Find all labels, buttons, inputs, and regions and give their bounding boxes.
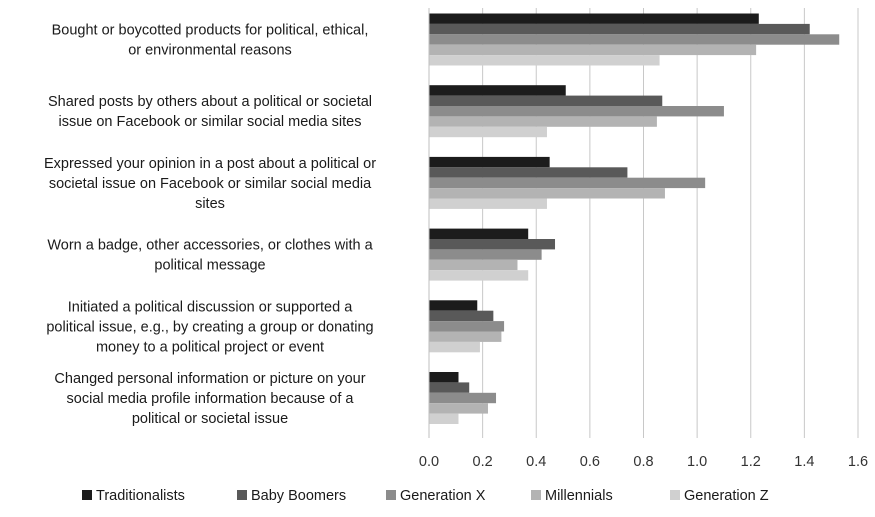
bar-baby-boomers: [429, 239, 556, 250]
bar-generation-z: [429, 270, 529, 281]
bar-generation-z: [429, 413, 459, 424]
x-tick-label: 0.8: [633, 454, 653, 470]
bar-generation-z: [429, 198, 547, 209]
bar-millennials: [429, 259, 518, 271]
bar-baby-boomers: [429, 167, 628, 178]
category-label: Changed personal information or picture …: [54, 371, 365, 427]
legend-label: Traditionalists: [96, 488, 185, 504]
category-label: Expressed your opinion in a post about a…: [44, 156, 376, 212]
legend-label: Baby Boomers: [251, 488, 346, 504]
bar-generation-x: [429, 249, 542, 260]
x-tick-label: 0.2: [473, 454, 493, 470]
bar-generation-z: [429, 126, 547, 138]
bar-traditionalists: [429, 372, 459, 383]
bar-traditionalists: [429, 228, 529, 239]
bar-generation-x: [429, 106, 724, 117]
bar-millennials: [429, 188, 665, 199]
legend-label: Millennials: [545, 488, 613, 504]
bar-traditionalists: [429, 85, 566, 96]
legend-label: Generation X: [400, 488, 486, 504]
bar-baby-boomers: [429, 310, 494, 322]
bar-generation-z: [429, 341, 480, 353]
x-tick-label: 1.0: [687, 454, 707, 470]
bar-millennials: [429, 116, 657, 127]
bar-generation-x: [429, 177, 706, 189]
category-label: Initiated a political discussion or supp…: [46, 299, 373, 355]
bar-traditionalists: [429, 156, 550, 168]
category-label: Bought or boycotted products for politic…: [52, 23, 369, 59]
legend: Traditionalists Baby Boomers Generation X M…: [82, 488, 769, 504]
axes: 0.0 0.2 0.4 0.6 0.8 1.0 1.2 1.4 1.6: [419, 8, 868, 470]
bar-millennials: [429, 331, 502, 342]
bar-millennials: [429, 44, 757, 56]
bar-traditionalists: [429, 13, 759, 24]
x-tick-label: 0.0: [419, 454, 439, 470]
legend-swatch-generation-z: [670, 490, 680, 500]
category-label: Shared posts by others about a political…: [48, 94, 372, 130]
bars: [429, 13, 840, 424]
legend-label: Generation Z: [684, 488, 769, 504]
legend-swatch-traditionalists: [82, 490, 92, 500]
legend-swatch-millennials: [531, 490, 541, 500]
bar-generation-z: [429, 55, 660, 66]
x-tick-label: 1.2: [741, 454, 761, 470]
x-tick-label: 0.6: [580, 454, 600, 470]
bar-generation-x: [429, 34, 840, 45]
bar-baby-boomers: [429, 23, 810, 35]
bar-baby-boomers: [429, 382, 470, 393]
x-tick-label: 1.6: [848, 454, 868, 470]
bar-generation-x: [429, 321, 505, 332]
bar-millennials: [429, 403, 488, 414]
category-label: Worn a badge, other accessories, or clot…: [47, 238, 373, 274]
x-tick-label: 0.4: [526, 454, 546, 470]
legend-swatch-baby-boomers: [237, 490, 247, 500]
bar-baby-boomers: [429, 95, 663, 106]
bar-traditionalists: [429, 300, 478, 311]
legend-swatch-generation-x: [386, 490, 396, 500]
x-tick-label: 1.4: [794, 454, 814, 470]
bar-generation-x: [429, 392, 497, 404]
gridlines: [482, 8, 859, 438]
category-labels: Bought or boycotted products for politic…: [44, 23, 376, 428]
